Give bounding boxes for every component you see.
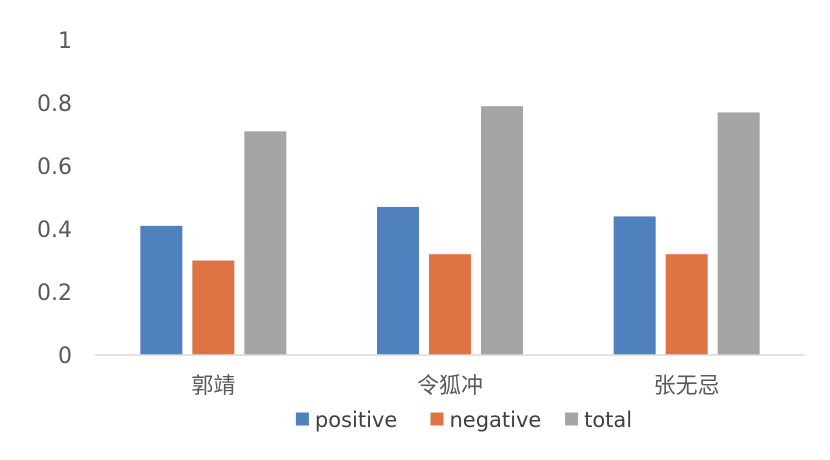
legend-label-positive: positive bbox=[315, 408, 397, 432]
bar-negative bbox=[192, 260, 235, 355]
bar-negative bbox=[665, 254, 708, 355]
legend-swatch-positive bbox=[295, 412, 309, 426]
category-labels: 郭靖 令狐冲 张无忌 bbox=[191, 374, 719, 399]
y-tick-label: 0.2 bbox=[37, 281, 72, 306]
bar-positive bbox=[140, 225, 183, 355]
legend-swatch-total bbox=[565, 412, 579, 426]
legend-swatch-negative bbox=[430, 412, 444, 426]
y-tick-label: 0.8 bbox=[37, 92, 72, 117]
bar-positive bbox=[377, 206, 419, 355]
bars bbox=[140, 106, 760, 356]
y-tick-label: 1 bbox=[58, 29, 72, 54]
y-tick-label: 0.6 bbox=[37, 155, 72, 180]
bar-total bbox=[481, 106, 523, 356]
bar-negative bbox=[429, 254, 471, 355]
legend-label-negative: negative bbox=[450, 408, 542, 432]
legend: positive negative total bbox=[295, 408, 632, 432]
category-label: 郭靖 bbox=[191, 374, 235, 399]
y-axis-ticks: 0 0.2 0.4 0.6 0.8 1 bbox=[37, 29, 72, 369]
legend-label-total: total bbox=[584, 408, 632, 432]
bar-total bbox=[717, 112, 760, 355]
bar-total bbox=[244, 131, 287, 355]
y-tick-label: 0.4 bbox=[37, 218, 72, 243]
category-label: 令狐冲 bbox=[417, 374, 483, 399]
bar-positive bbox=[613, 216, 656, 355]
category-label: 张无忌 bbox=[654, 374, 720, 399]
y-tick-label: 0 bbox=[58, 344, 72, 369]
